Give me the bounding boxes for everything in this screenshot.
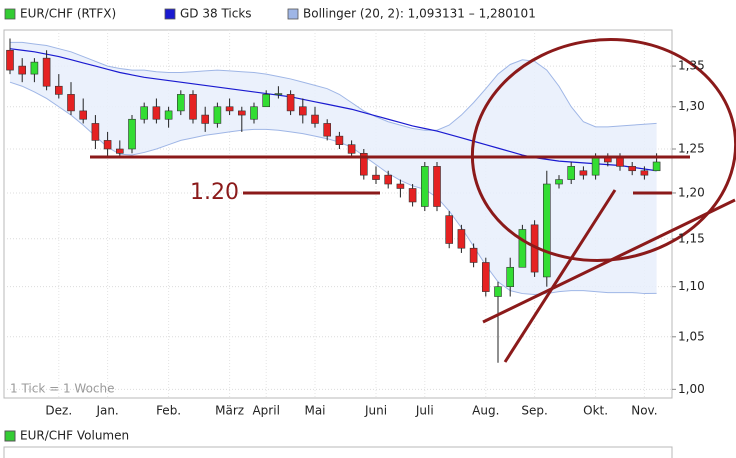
candle-body bbox=[274, 93, 283, 95]
candle-body bbox=[335, 135, 344, 145]
candle-body bbox=[396, 183, 405, 189]
candle-body bbox=[359, 153, 368, 176]
candle-body bbox=[481, 262, 490, 292]
candle-body bbox=[189, 94, 197, 120]
level-annotation: 1.20 bbox=[190, 180, 239, 205]
candle-body bbox=[79, 110, 87, 120]
moving-average-line bbox=[9, 48, 657, 172]
legend-swatch bbox=[164, 8, 176, 20]
candle-body bbox=[384, 174, 393, 185]
candle-body bbox=[238, 110, 246, 116]
candle-body bbox=[518, 229, 527, 268]
x-tick-label: Aug. bbox=[472, 404, 499, 418]
candle-body bbox=[616, 157, 624, 167]
candle-body bbox=[640, 170, 649, 176]
candle-body bbox=[469, 247, 478, 263]
candle-body bbox=[591, 157, 600, 176]
candle-body bbox=[6, 49, 14, 71]
x-tick-label: März bbox=[215, 404, 244, 418]
candle-body bbox=[103, 140, 112, 150]
candle-body bbox=[347, 144, 356, 154]
lower-legend: EUR/CHF Volumen bbox=[20, 429, 129, 443]
candle-body bbox=[542, 183, 551, 278]
candle-body bbox=[652, 161, 661, 172]
x-tick-label: Juli bbox=[415, 404, 434, 418]
candle-body bbox=[250, 106, 258, 120]
x-tick-label: Okt. bbox=[583, 404, 608, 418]
candle-body bbox=[54, 85, 63, 95]
candle-body bbox=[213, 106, 222, 124]
legend-label: Bollinger (20, 2): 1,093131 – 1,280101 bbox=[303, 7, 536, 21]
candle-body bbox=[201, 114, 209, 124]
candle-body bbox=[177, 94, 185, 112]
candle-body bbox=[225, 106, 234, 112]
candle-body bbox=[372, 174, 380, 180]
x-tick-label: Dez. bbox=[45, 404, 72, 418]
annotations: 1.20 bbox=[90, 38, 736, 363]
x-tick-label: Feb. bbox=[156, 404, 181, 418]
candle-body bbox=[457, 229, 466, 249]
candle-body bbox=[555, 179, 563, 185]
candle-body bbox=[140, 106, 148, 120]
band-line bbox=[10, 41, 657, 131]
candle-body bbox=[286, 94, 295, 112]
candle-body bbox=[262, 94, 271, 108]
legend: EUR/CHF (RTFX) GD 38 Ticks Bollinger (20, … bbox=[4, 7, 536, 21]
legend-swatch bbox=[4, 430, 16, 442]
candle-body bbox=[91, 123, 100, 141]
y-tick-label: 1,05 bbox=[678, 329, 705, 343]
candle-body bbox=[116, 148, 124, 154]
candle-body bbox=[30, 61, 39, 75]
candle-body bbox=[18, 65, 27, 75]
y-tick-label: 1,20 bbox=[678, 185, 705, 199]
candle-body bbox=[128, 118, 136, 150]
y-tick-label: 1,00 bbox=[678, 382, 705, 396]
candle-body bbox=[433, 166, 441, 207]
candle-body bbox=[494, 286, 502, 297]
candle-body bbox=[311, 114, 319, 124]
candle-body bbox=[579, 170, 588, 176]
x-tick-label: Mai bbox=[304, 404, 325, 418]
candle-body bbox=[567, 166, 576, 180]
tick-note: 1 Tick = 1 Woche bbox=[10, 382, 115, 396]
x-tick-label: Nov. bbox=[631, 404, 657, 418]
x-tick-label: Juni bbox=[364, 404, 387, 418]
band-fill bbox=[10, 42, 657, 295]
x-tick-label: Sep. bbox=[521, 404, 547, 418]
candle-body bbox=[42, 57, 51, 87]
y-tick-label: 1,30 bbox=[678, 99, 705, 113]
candle-body bbox=[164, 110, 173, 120]
candle-body bbox=[323, 123, 332, 137]
volume-panel bbox=[3, 446, 673, 458]
candle-body bbox=[628, 166, 637, 172]
legend-swatch bbox=[287, 8, 299, 20]
legend-label: GD 38 Ticks bbox=[180, 7, 252, 21]
candle-body bbox=[67, 94, 75, 112]
plot-area bbox=[4, 30, 676, 398]
x-tick-label: April bbox=[252, 404, 279, 418]
candle-body bbox=[506, 266, 515, 287]
y-tick-label: 1,35 bbox=[678, 59, 705, 73]
candle-body bbox=[298, 106, 307, 116]
trend-line bbox=[503, 189, 617, 363]
y-tick-label: 1,10 bbox=[678, 279, 705, 293]
legend-swatch bbox=[4, 8, 16, 20]
candle-body bbox=[420, 166, 429, 207]
x-tick-label: Jan. bbox=[95, 404, 118, 418]
candle-body bbox=[445, 215, 454, 244]
circle-annotation bbox=[470, 38, 736, 262]
candle-body bbox=[152, 106, 161, 120]
candle-body bbox=[408, 188, 417, 203]
y-tick-label: 1,25 bbox=[678, 141, 705, 155]
trend-line bbox=[482, 198, 736, 324]
legend-label: EUR/CHF (RTFX) bbox=[20, 7, 116, 21]
y-tick-label: 1,15 bbox=[678, 231, 705, 245]
